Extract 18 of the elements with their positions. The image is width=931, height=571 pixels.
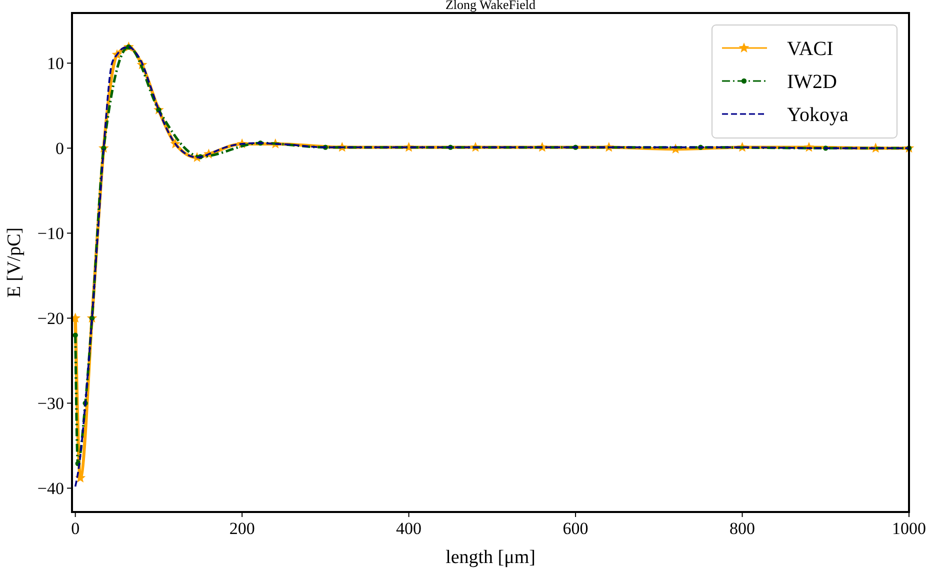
x-axis-title: length [μm] <box>446 547 536 568</box>
y-tick-label: 10 <box>47 54 64 74</box>
y-tick-label: −10 <box>37 224 64 244</box>
y-tick-label: −40 <box>37 479 64 498</box>
legend-label: IW2D <box>787 71 837 93</box>
x-tick-label: 0 <box>71 519 80 538</box>
legend-label: Yokoya <box>787 104 848 126</box>
y-axis-title: E [V/pC] <box>4 227 25 298</box>
x-tick-label: 600 <box>562 519 588 538</box>
y-tick-label: −30 <box>37 394 64 414</box>
y-tick-label: 0 <box>56 139 64 158</box>
x-tick-label: 400 <box>396 519 422 538</box>
y-tick-label: −20 <box>37 309 64 328</box>
chart-title: Zlong WakeField <box>445 0 536 12</box>
x-tick-label: 800 <box>730 519 756 538</box>
x-tick-label: 1000 <box>892 519 926 538</box>
legend-label: VACI <box>787 38 834 60</box>
x-tick-label: 200 <box>229 519 255 538</box>
